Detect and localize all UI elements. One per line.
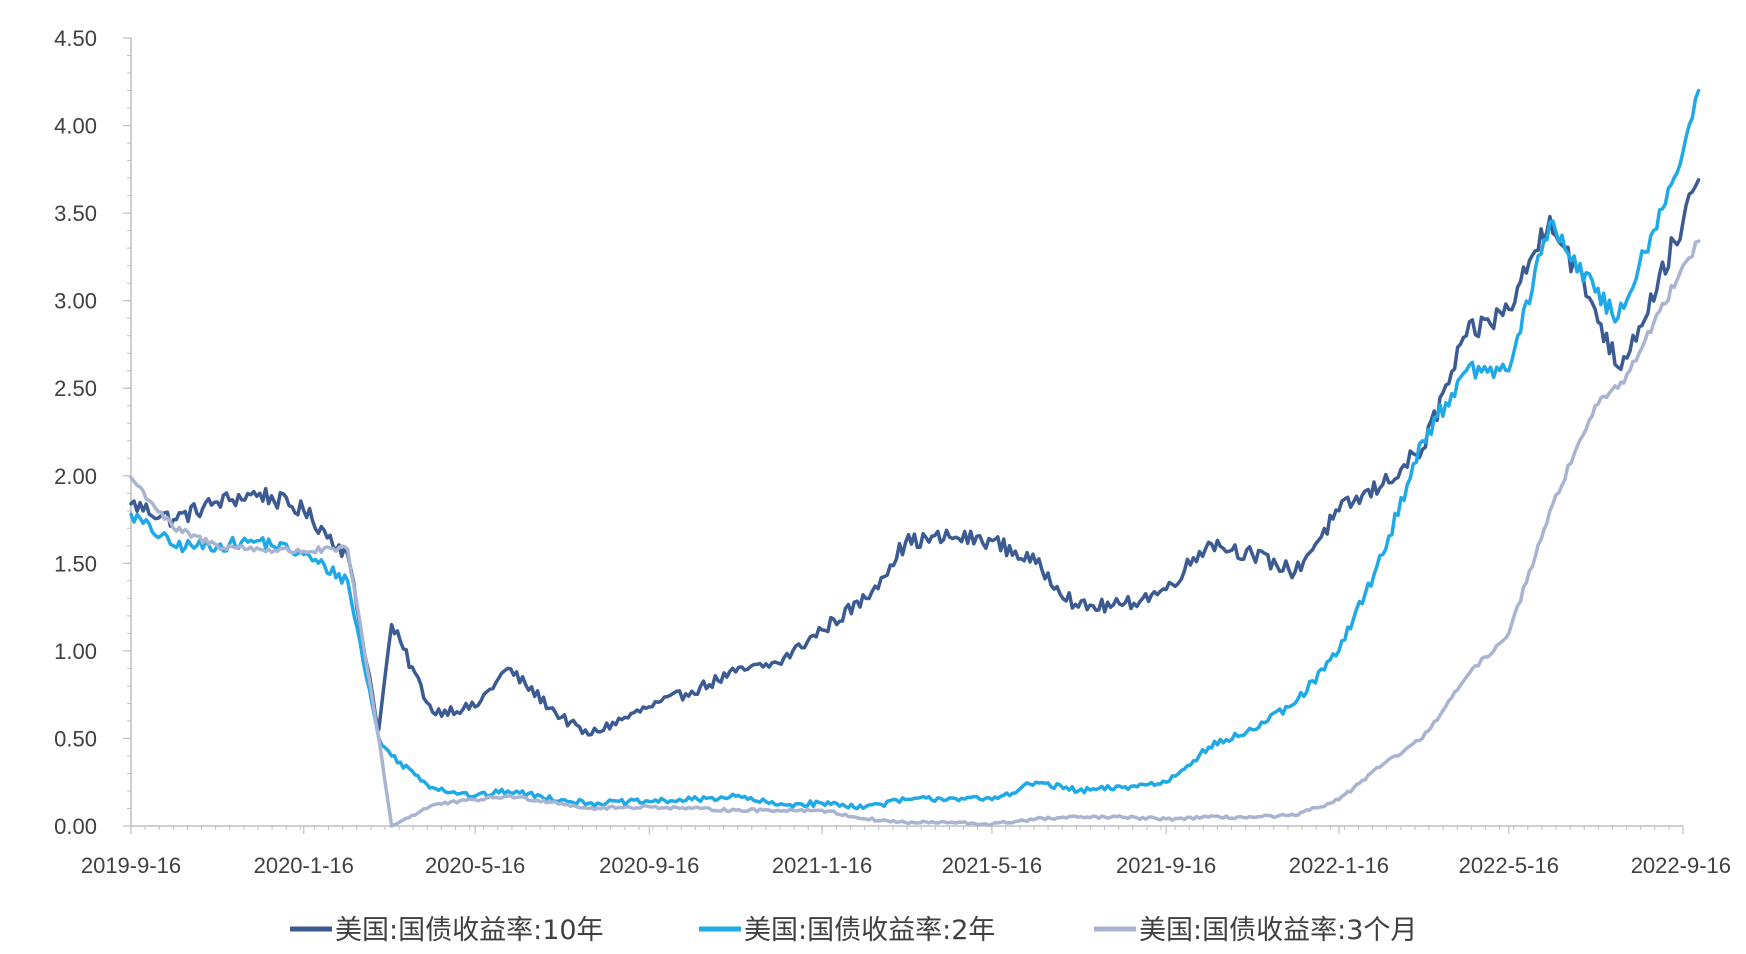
x-tick-label: 2020-9-16 [599, 853, 699, 878]
y-tick-label: 3.50 [54, 201, 97, 226]
x-tick-label: 2022-9-16 [1631, 853, 1731, 878]
y-tick-label: 4.50 [54, 26, 97, 51]
series-line [129, 239, 1701, 828]
x-tick-label: 2019-9-16 [81, 853, 181, 878]
legend: 美国:国债收益率:10年 美国:国债收益率:2年 美国:国债收益率:3个月 [290, 915, 1417, 946]
y-tick-label: 4.00 [54, 114, 97, 139]
y-tick-label: 1.00 [54, 639, 97, 664]
y-tick-label: 0.00 [54, 814, 97, 839]
x-tick-label: 2022-1-16 [1289, 853, 1389, 878]
y-tick-label: 0.50 [54, 726, 97, 751]
legend-label: 美国:国债收益率:2年 [744, 915, 995, 946]
y-tick-label: 2.00 [54, 464, 97, 489]
series-layer [129, 88, 1701, 828]
x-axis: 2019-9-16 2020-1-16 2020-5-16 2020-9-16 2021… [81, 825, 1731, 878]
y-tick-label: 2.50 [54, 376, 97, 401]
x-tick-label: 2022-5-16 [1459, 853, 1559, 878]
y-tick-label: 1.50 [54, 551, 97, 576]
x-tick-label: 2020-5-16 [425, 853, 525, 878]
y-axis: 0.00 0.50 1.00 1.50 2.00 2.50 3.00 3.50 4.00 4.50 [54, 26, 132, 839]
x-tick-label: 2021-9-16 [1116, 853, 1216, 878]
series-line [129, 88, 1701, 811]
legend-label: 美国:国债收益率:10年 [335, 915, 604, 946]
x-tick-label: 2021-1-16 [772, 853, 872, 878]
x-tick-label: 2021-5-16 [942, 853, 1042, 878]
x-tick-label: 2020-1-16 [254, 853, 354, 878]
legend-label: 美国:国债收益率:3个月 [1139, 915, 1417, 946]
y-tick-label: 3.00 [54, 289, 97, 314]
